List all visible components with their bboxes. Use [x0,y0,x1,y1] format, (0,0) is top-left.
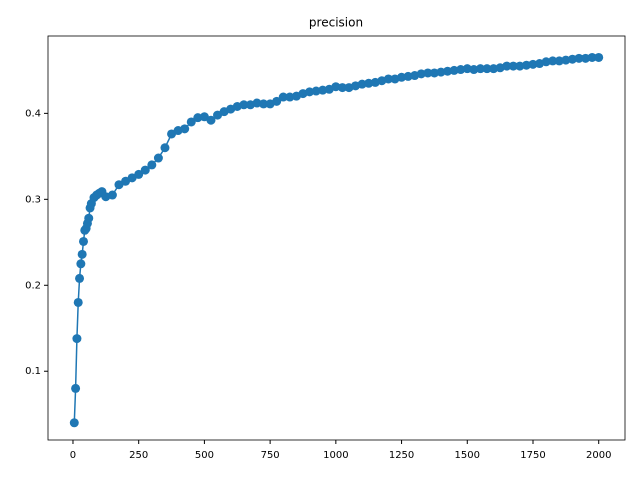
y-tick-label: 0.1 [25,366,41,377]
marker [305,87,315,97]
marker [153,153,163,163]
marker [515,61,525,71]
x-tick-label: 2000 [586,450,611,461]
marker [364,78,374,88]
chart-title: precision [309,16,363,30]
marker [508,61,518,71]
marker [72,334,82,344]
y-tick-label: 0.4 [25,108,41,119]
marker [475,64,485,74]
marker [84,213,94,223]
marker [462,64,472,74]
x-tick-label: 1750 [520,450,545,461]
marker [429,68,439,78]
marker [186,117,196,127]
x-tick-label: 500 [195,450,214,461]
marker [76,259,86,269]
marker [383,74,393,84]
marker [206,115,216,125]
marker [567,54,577,64]
x-tick-label: 1250 [389,450,414,461]
marker [554,56,564,66]
marker [357,79,367,89]
marker [71,383,81,393]
marker [272,96,282,106]
marker [337,83,347,93]
marker [397,72,407,82]
marker [423,68,433,78]
marker [449,65,459,75]
x-tick-label: 0 [70,450,76,461]
marker [594,52,604,62]
x-tick-label: 750 [261,450,280,461]
x-tick-label: 1000 [323,450,348,461]
marker [75,273,85,283]
marker [134,169,144,179]
marker [541,57,551,67]
marker [331,82,341,92]
marker [147,160,157,170]
marker [561,55,571,65]
marker [259,99,269,109]
marker [528,59,538,69]
marker [436,67,446,77]
marker [318,85,328,95]
marker [574,53,584,63]
y-tick-label: 0.3 [25,194,41,205]
marker [548,56,558,66]
marker [239,100,249,110]
marker [160,143,170,153]
marker [489,64,499,74]
marker [311,86,321,96]
marker [193,113,203,123]
marker [180,124,190,134]
marker [403,71,413,81]
marker [69,418,79,428]
marker [285,92,295,102]
y-tick-label: 0.2 [25,280,41,291]
marker [416,69,426,79]
plot-frame [47,35,626,441]
marker [78,236,88,246]
marker [587,52,597,62]
marker [77,249,87,259]
marker [443,66,453,76]
marker [581,53,591,63]
x-tick-label: 1500 [455,450,480,461]
marker [482,64,492,74]
marker [469,65,479,75]
marker [278,92,288,102]
marker [456,65,466,75]
marker [502,61,512,71]
marker [73,297,83,307]
marker [107,190,117,200]
line [73,56,599,423]
marker [521,60,531,70]
marker [252,98,262,108]
x-tick-label: 250 [129,450,148,461]
marker [140,165,150,175]
